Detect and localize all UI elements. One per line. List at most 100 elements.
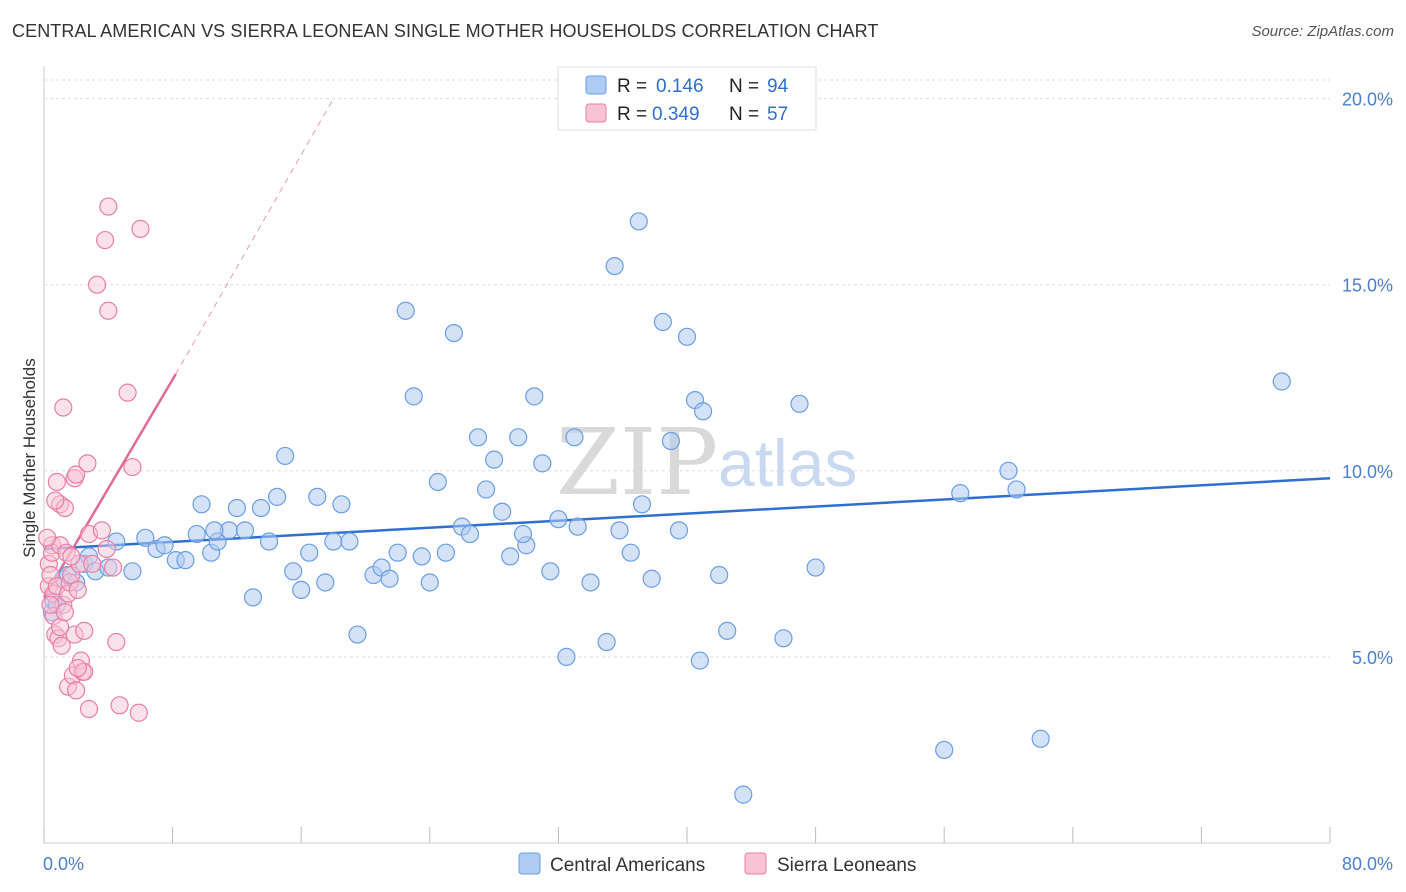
point-central-americans-73 — [653, 312, 672, 332]
legend-swatch-blue — [585, 75, 607, 95]
point-central-americans-35 — [332, 495, 351, 514]
point-sierra-leoneans-44 — [107, 632, 126, 652]
point-central-americans-79 — [693, 402, 713, 421]
point-central-americans-88 — [999, 461, 1018, 480]
point-central-americans-43 — [404, 387, 423, 406]
point-central-americans-63 — [565, 428, 584, 447]
legend: R = 0.146 N = 94 R = 0.349 N = 57 — [557, 66, 817, 131]
bottom-legend: Central Americans Sierra Leoneans — [518, 852, 916, 876]
point-sierra-leoneans-39 — [95, 230, 115, 250]
point-central-americans-72 — [642, 569, 661, 588]
point-sierra-leoneans-37 — [87, 275, 107, 294]
point-central-americans-92 — [205, 521, 224, 540]
point-central-americans-37 — [348, 625, 367, 644]
point-sierra-leoneans-46 — [118, 383, 137, 402]
point-central-americans-46 — [428, 472, 447, 492]
legend-r-value-pink: 0.349 — [652, 104, 700, 125]
point-central-americans-62 — [557, 647, 576, 667]
y-tick-label-10: 10.0% — [1342, 462, 1393, 482]
point-central-americans-24 — [243, 588, 263, 607]
point-sierra-leoneans-43 — [104, 558, 123, 577]
point-sierra-leoneans-36 — [83, 554, 102, 573]
point-central-americans-26 — [259, 532, 279, 551]
point-central-americans-22 — [227, 498, 246, 518]
watermark: ZIP atlas — [556, 409, 857, 516]
point-central-americans-90 — [1031, 729, 1050, 748]
point-central-americans-52 — [476, 480, 496, 499]
point-central-americans-30 — [292, 580, 311, 600]
point-central-americans-58 — [525, 387, 544, 406]
point-central-americans-81 — [718, 621, 737, 640]
point-central-americans-64 — [568, 517, 587, 536]
point-central-americans-40 — [380, 569, 399, 588]
point-central-americans-66 — [597, 632, 616, 652]
point-sierra-leoneans-51 — [41, 595, 60, 614]
point-central-americans-91 — [1272, 372, 1291, 391]
legend-r-label-blue: R = — [617, 76, 647, 97]
point-central-americans-60 — [541, 562, 560, 581]
point-central-americans-80 — [710, 565, 729, 585]
point-central-americans-70 — [629, 212, 648, 231]
point-central-americans-53 — [485, 450, 504, 469]
axes — [43, 66, 1331, 844]
point-central-americans-33 — [316, 573, 335, 592]
point-sierra-leoneans-8 — [47, 472, 66, 492]
point-central-americans-89 — [1007, 480, 1026, 499]
point-central-americans-85 — [806, 558, 825, 577]
bottom-legend-label-blue: Central Americans — [550, 855, 705, 876]
point-sierra-leoneans-25 — [67, 465, 86, 484]
point-central-americans-29 — [284, 562, 303, 581]
point-sierra-leoneans-38 — [92, 521, 111, 540]
point-central-americans-61 — [549, 510, 568, 529]
point-central-americans-71 — [632, 495, 652, 514]
x-tick-label-min: 0.0% — [43, 854, 84, 874]
point-central-americans-87 — [951, 484, 970, 503]
point-central-americans-56 — [509, 428, 528, 447]
point-central-americans-28 — [276, 446, 295, 466]
trend-lines — [42, 98, 1331, 598]
point-sierra-leoneans-40 — [97, 539, 116, 559]
point-sierra-leoneans-56 — [68, 658, 87, 678]
point-sierra-leoneans-50 — [38, 528, 57, 547]
legend-n-value-blue: 94 — [767, 76, 789, 97]
y-axis-title: Single Mother Households — [20, 358, 39, 557]
point-central-americans-74 — [661, 431, 681, 451]
trend-line-sierra-leoneans-extension — [175, 98, 334, 375]
point-central-americans-45 — [420, 573, 439, 592]
legend-n-label-pink: N = — [729, 104, 759, 125]
point-sierra-leoneans-45 — [110, 696, 129, 715]
point-central-americans-82 — [734, 785, 753, 804]
bottom-legend-swatch-pink — [744, 852, 767, 875]
point-sierra-leoneans-33 — [78, 454, 97, 473]
point-sierra-leoneans-42 — [99, 197, 118, 216]
legend-r-value-blue: 0.146 — [656, 76, 704, 97]
source-label: Source: ZipAtlas.com — [1251, 23, 1394, 40]
point-central-americans-54 — [493, 502, 512, 521]
point-sierra-leoneans-55 — [62, 547, 81, 566]
legend-r-label-pink: R = — [617, 104, 647, 125]
point-central-americans-86 — [935, 740, 954, 760]
point-central-americans-31 — [300, 543, 319, 562]
point-central-americans-65 — [581, 573, 600, 592]
point-sierra-leoneans-47 — [123, 457, 142, 477]
point-sierra-leoneans-15 — [54, 398, 73, 417]
point-central-americans-23 — [235, 521, 255, 540]
point-central-americans-83 — [774, 629, 793, 648]
point-sierra-leoneans-54 — [55, 603, 74, 622]
y-tick-label-15: 15.0% — [1342, 276, 1393, 296]
point-central-americans-17 — [187, 524, 206, 544]
point-central-americans-32 — [308, 487, 327, 506]
trend-line-central-americans — [43, 477, 1331, 551]
point-central-americans-76 — [677, 327, 697, 346]
legend-n-value-pink: 57 — [767, 104, 788, 125]
point-central-americans-25 — [251, 498, 271, 518]
point-central-americans-47 — [436, 543, 455, 562]
point-central-americans-67 — [605, 256, 624, 276]
point-central-americans-16 — [176, 551, 195, 570]
point-central-americans-18 — [192, 495, 211, 514]
sierra-leoneans-points — [38, 197, 150, 722]
point-central-americans-41 — [388, 543, 407, 562]
x-tick-label-max: 80.0% — [1342, 854, 1393, 874]
chart-title: CENTRAL AMERICAN VS SIERRA LEONEAN SINGL… — [12, 21, 879, 41]
